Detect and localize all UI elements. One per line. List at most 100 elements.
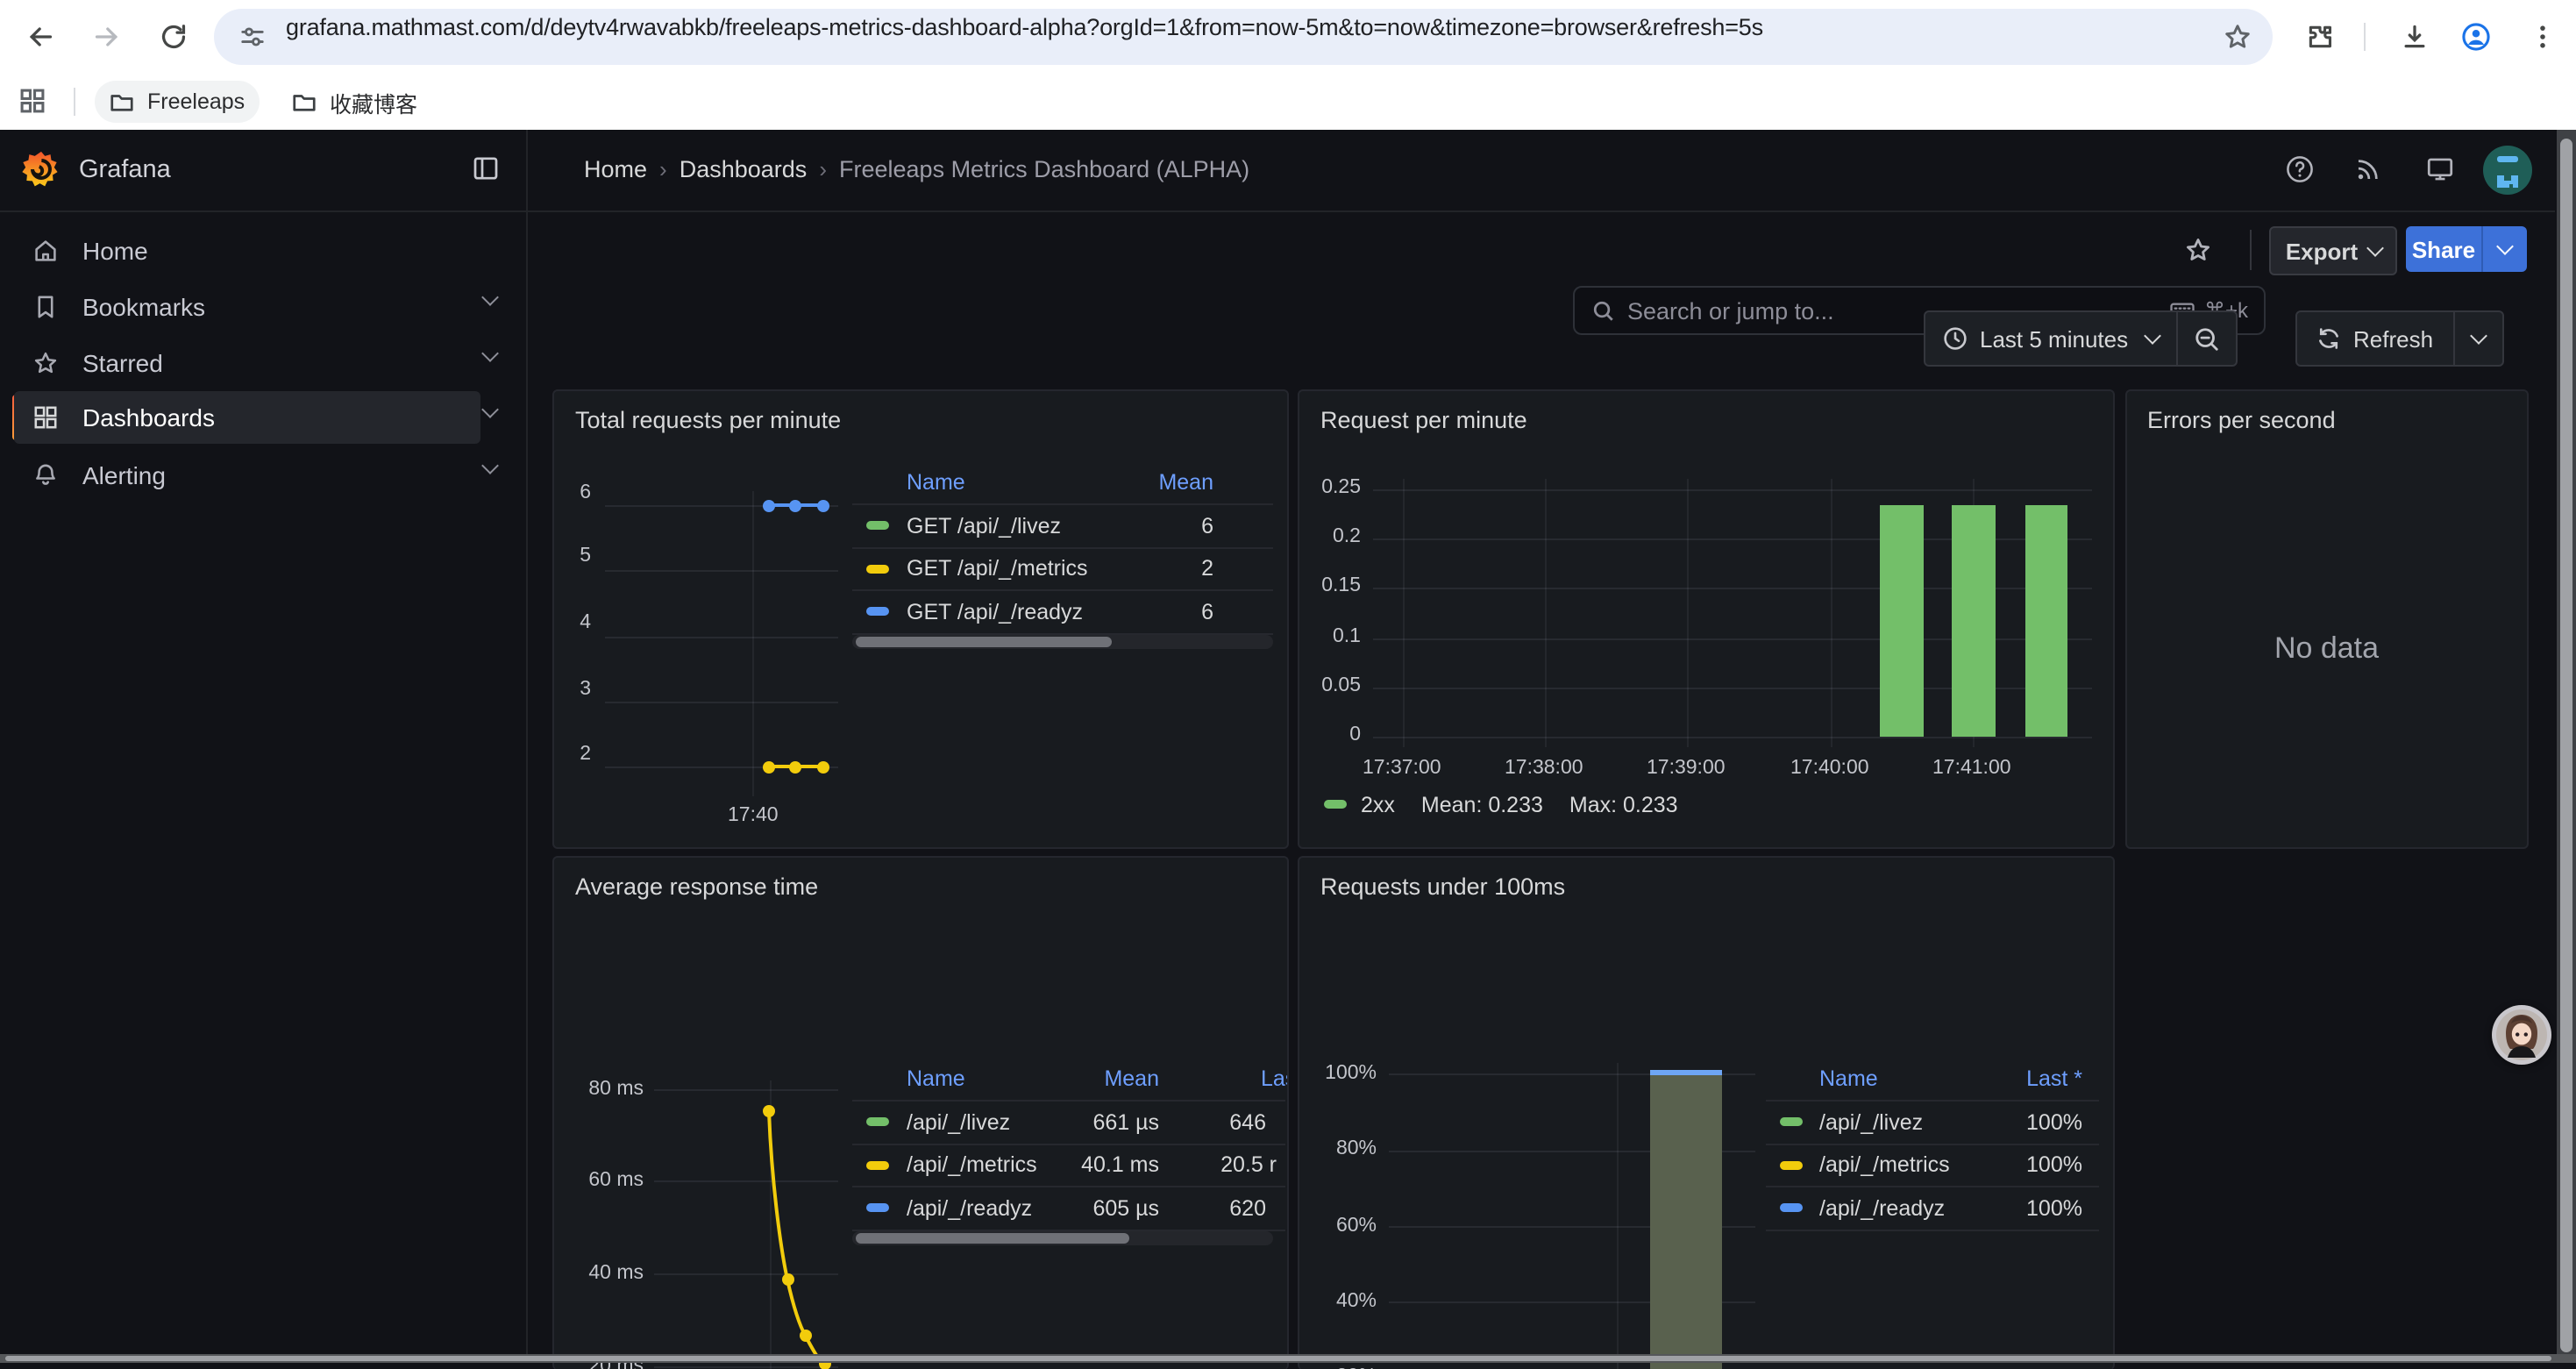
dashboards-grid-icon <box>32 403 60 431</box>
series-color-chip <box>1779 1118 1802 1127</box>
sidebar-toggle-icon[interactable] <box>472 154 500 182</box>
legend-row[interactable]: /api/_/readyz100% <box>1765 1187 2098 1230</box>
forward-icon[interactable] <box>91 21 123 53</box>
bar-under-100ms[interactable] <box>1650 1073 1721 1369</box>
back-icon[interactable] <box>25 21 56 53</box>
panel-title[interactable]: Errors per second <box>2147 406 2336 432</box>
grafana-brand[interactable]: Grafana <box>79 156 171 184</box>
profile-icon[interactable] <box>2460 21 2492 53</box>
share-button[interactable]: Share <box>2406 226 2481 272</box>
bar-2xx[interactable] <box>1879 504 1923 736</box>
legend-row[interactable]: GET /api/_/livez6 <box>852 505 1273 548</box>
user-avatar[interactable] <box>2483 146 2532 195</box>
menu-kebab-icon[interactable] <box>2527 21 2558 53</box>
refresh-interval-button[interactable] <box>2452 312 2501 365</box>
y-tick: 40% <box>1310 1290 1377 1311</box>
horizontal-scrollbar-thumb[interactable] <box>5 1355 2551 1361</box>
legend-row[interactable]: /api/_/metrics 40.1 ms 20.5 r <box>852 1144 1285 1187</box>
monitor-icon[interactable] <box>2425 154 2455 184</box>
series-name[interactable]: /api/_/metrics <box>1819 1153 1950 1178</box>
series-name[interactable]: /api/_/metrics <box>907 1153 1037 1178</box>
extensions-icon[interactable] <box>2304 21 2336 53</box>
chevron-down-icon <box>2469 326 2487 344</box>
sidebar-item-dashboards[interactable]: Dashboards <box>14 391 480 444</box>
legend-header-mean[interactable]: Mean <box>1108 470 1213 495</box>
apps-grid-icon[interactable] <box>18 86 47 116</box>
series-name[interactable]: /api/_/livez <box>907 1110 1010 1135</box>
time-range-picker[interactable]: Last 5 minutes <box>1925 325 2175 352</box>
sidebar-item-label: Alerting <box>82 460 166 488</box>
series-name[interactable]: /api/_/livez <box>1819 1110 1923 1135</box>
download-icon[interactable] <box>2399 21 2430 53</box>
favorite-star-icon[interactable] <box>2183 235 2213 265</box>
panel-title[interactable]: Total requests per minute <box>575 406 841 432</box>
legend-row[interactable]: /api/_/readyz605 µs620 <box>852 1187 1285 1230</box>
panel-avg-response-time[interactable]: Average response time 80 ms 60 ms 40 ms … <box>552 855 1288 1369</box>
time-range-group: Last 5 minutes <box>1924 310 2237 367</box>
reload-icon[interactable] <box>158 21 189 53</box>
breadcrumb-current[interactable]: Freeleaps Metrics Dashboard (ALPHA) <box>839 156 1249 182</box>
bookmark-folder-freeleaps[interactable]: Freeleaps <box>95 81 259 123</box>
series-name[interactable]: /api/_/readyz <box>1819 1196 1945 1221</box>
bar-2xx[interactable] <box>1952 504 1996 736</box>
breadcrumb-home[interactable]: Home <box>584 156 647 182</box>
panel-title[interactable]: Average response time <box>575 873 818 899</box>
share-menu-button[interactable] <box>2481 226 2527 272</box>
legend-header-name[interactable]: Name <box>907 1066 965 1091</box>
legend-row[interactable]: GET /api/_/metrics2 <box>852 548 1273 591</box>
series-curve-metrics <box>752 1095 850 1369</box>
legend-scrollbar[interactable] <box>852 1230 1273 1244</box>
site-settings-icon[interactable] <box>238 23 267 51</box>
gridline <box>605 702 838 703</box>
export-button[interactable]: Export <box>2269 226 2397 275</box>
sidebar-item-bookmarks[interactable]: Bookmarks <box>14 281 480 333</box>
sidebar-item-home[interactable]: Home <box>14 225 480 277</box>
bookmark-star-icon[interactable] <box>2222 21 2253 53</box>
panel-errors-per-second[interactable]: Errors per second No data <box>2124 389 2529 848</box>
breadcrumb-dashboards[interactable]: Dashboards <box>680 156 808 182</box>
series-last: 20.5 r <box>1171 1153 1277 1178</box>
panel-request-per-minute[interactable]: Request per minute 0.25 0.2 0.15 0.1 0.0… <box>1298 389 2115 848</box>
bookmark-folder-blogs[interactable]: 收藏博客 <box>277 81 431 123</box>
sidebar-item-label: Bookmarks <box>82 293 205 321</box>
legend-row[interactable]: GET /api/_/readyz6 <box>852 591 1273 634</box>
series-name[interactable]: GET /api/_/livez <box>907 514 1061 538</box>
legend-header-last[interactable]: Las <box>1261 1066 1288 1091</box>
chevron-down-icon[interactable] <box>481 401 499 418</box>
panel-title[interactable]: Request per minute <box>1320 406 1527 432</box>
legend-series-name[interactable]: 2xx <box>1361 792 1395 816</box>
legend-row[interactable]: /api/_/livez661 µs646 <box>852 1102 1285 1144</box>
series-name[interactable]: /api/_/readyz <box>907 1196 1032 1221</box>
url-text[interactable]: grafana.mathmast.com/d/deytv4rwavabkb/fr… <box>286 14 1763 40</box>
chevron-down-icon[interactable] <box>481 457 499 474</box>
series-mean: 40.1 ms <box>1054 1153 1159 1178</box>
news-rss-icon[interactable] <box>2353 154 2383 184</box>
data-point <box>762 499 774 511</box>
sidebar-item-starred[interactable]: Starred <box>14 336 480 389</box>
legend-header-name[interactable]: Name <box>907 470 965 495</box>
legend-header-name[interactable]: Name <box>1819 1066 1878 1091</box>
floating-assistant-avatar[interactable] <box>2492 1005 2551 1065</box>
legend-scrollbar[interactable] <box>852 634 1273 648</box>
grafana-logo[interactable] <box>21 149 61 189</box>
panel-title[interactable]: Requests under 100ms <box>1320 873 1565 899</box>
vertical-scrollbar-thumb[interactable] <box>2559 139 2572 1352</box>
y-tick: 80% <box>1310 1138 1377 1159</box>
series-name[interactable]: GET /api/_/metrics <box>907 557 1088 581</box>
legend-max: Max: 0.233 <box>1569 792 1678 816</box>
sidebar-item-alerting[interactable]: Alerting <box>14 448 480 501</box>
series-name[interactable]: GET /api/_/readyz <box>907 600 1083 624</box>
refresh-button[interactable]: Refresh <box>2297 325 2452 352</box>
panel-total-requests[interactable]: Total requests per minute 6 5 4 3 2 17:4… <box>552 389 1288 848</box>
zoom-out-button[interactable] <box>2175 312 2235 365</box>
help-icon[interactable] <box>2285 154 2315 184</box>
legend-row[interactable]: /api/_/metrics100% <box>1765 1144 2098 1187</box>
chevron-down-icon[interactable] <box>481 289 499 306</box>
legend-header-last[interactable]: Last * <box>1977 1066 2082 1091</box>
panel-requests-under-100ms[interactable]: Requests under 100ms 100% 80% 60% 40% 20… <box>1298 855 2115 1369</box>
legend-header-mean[interactable]: Mean <box>1054 1066 1159 1091</box>
bar-2xx[interactable] <box>2025 504 2067 736</box>
legend-row[interactable]: /api/_/livez100% <box>1765 1102 2098 1144</box>
chevron-down-icon[interactable] <box>481 345 499 362</box>
data-point <box>762 760 774 773</box>
